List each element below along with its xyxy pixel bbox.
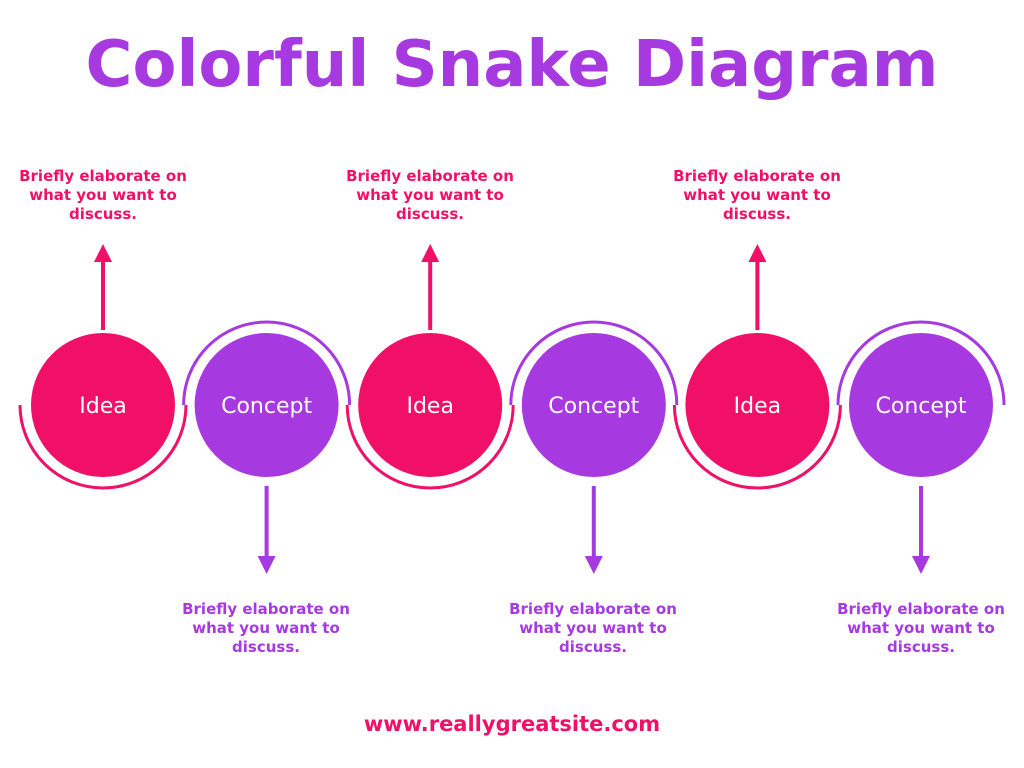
- snake-ring-segment: [672, 404, 842, 490]
- node-circle: [685, 333, 830, 477]
- snake-ring-segment: [18, 404, 188, 490]
- description-5: Briefly elaborate on what you want to di…: [673, 167, 841, 223]
- node-circle: [849, 333, 993, 477]
- description-6: Briefly elaborate on what you want to di…: [837, 600, 1005, 656]
- node-label: Idea: [734, 394, 781, 419]
- arrow-up-icon: [94, 244, 112, 262]
- description-3: Briefly elaborate on what you want to di…: [346, 167, 514, 223]
- node-label: Idea: [79, 394, 126, 419]
- snake-ring-segment: [182, 320, 352, 406]
- node-label: Concept: [221, 394, 312, 419]
- arrow-down-icon: [584, 556, 603, 574]
- footer-url: www.reallygreatsite.com: [363, 712, 661, 736]
- node-circle: [194, 333, 339, 477]
- page-title: Colorful Snake Diagram: [85, 28, 939, 102]
- arrow-down-icon: [912, 556, 930, 574]
- arrow-up-icon: [421, 244, 440, 262]
- node-label: Concept: [876, 394, 967, 419]
- node-label: Idea: [406, 394, 453, 419]
- snake-ring-segment: [836, 320, 1006, 406]
- node-circle: [31, 333, 175, 477]
- arrow-down-icon: [257, 556, 276, 574]
- snake-ring-segment: [345, 404, 515, 490]
- node-label: Concept: [548, 394, 639, 419]
- description-4: Briefly elaborate on what you want to di…: [509, 600, 677, 656]
- description-2: Briefly elaborate on what you want to di…: [182, 600, 350, 656]
- node-circle: [521, 333, 666, 477]
- snake-ring-segment: [509, 320, 679, 406]
- description-1: Briefly elaborate on what you want to di…: [19, 167, 187, 223]
- node-circle: [358, 333, 503, 477]
- arrow-up-icon: [748, 244, 767, 262]
